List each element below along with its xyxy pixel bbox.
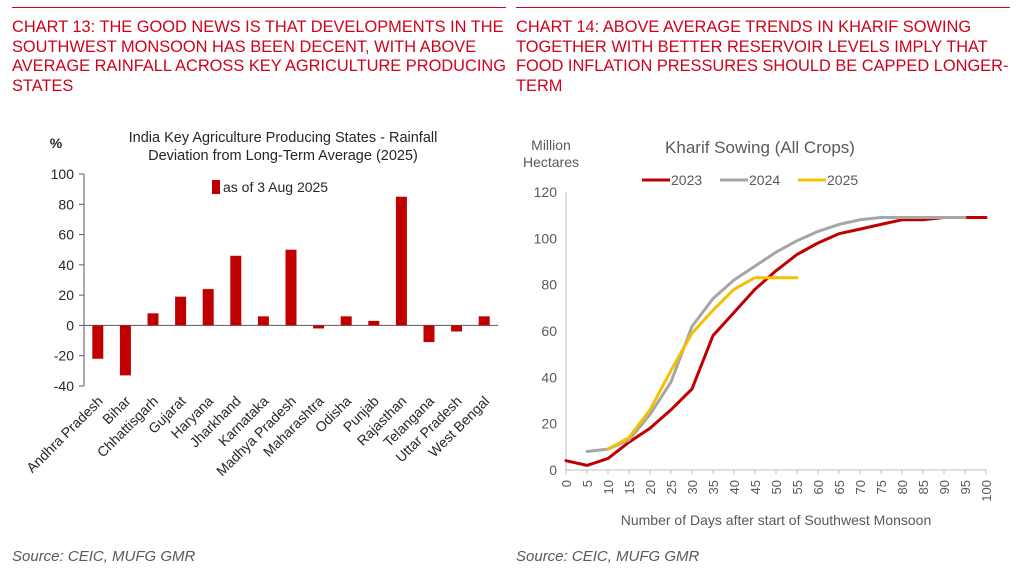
chart14-x-tick-label: 85	[916, 480, 931, 494]
chart14-series-line-2024	[585, 216, 967, 453]
chart14-source: Source: CEIC, MUFG GMR	[516, 548, 700, 565]
chart13-y-tick-label: -40	[54, 378, 74, 394]
chart13-bar	[175, 296, 187, 326]
chart13-x-labels: Andhra PradeshBiharChhattisgarhGujaratHa…	[23, 393, 492, 479]
chart13-bar	[230, 255, 242, 326]
chart14-y-unit-line-1: Million	[531, 137, 571, 153]
chart14-y-tick-label: 100	[534, 230, 558, 246]
chart14-legend-label-2025: 2025	[827, 172, 858, 188]
chart14-y-tick-label: 40	[541, 369, 557, 385]
chart14-heading: CHART 14: ABOVE AVERAGE TRENDS IN KHARIF…	[516, 18, 1009, 95]
chart14-x-tick-label: 35	[706, 480, 721, 494]
chart13-bar	[119, 325, 131, 376]
chart13-bar	[451, 325, 463, 332]
chart14-x-tick-label: 45	[748, 480, 763, 494]
chart14-legend: 2023 2024 2025	[642, 172, 858, 188]
chart13-legend-swatch	[212, 180, 220, 194]
chart13-bar-chart: India Key Agriculture Producing States -…	[23, 130, 498, 479]
chart14-title: Kharif Sowing (All Crops)	[665, 138, 855, 157]
chart14-x-tick-label: 30	[685, 480, 700, 494]
chart14-y-ticks: 0 20 40 60 80 100 120	[534, 184, 558, 478]
chart13-bar	[340, 316, 352, 326]
chart14-x-tick-label: 5	[580, 480, 595, 487]
chart13-y-unit: %	[50, 135, 63, 151]
chart14-y-tick-label: 60	[541, 323, 557, 339]
chart14-y-tick-label: 0	[549, 462, 557, 478]
chart14-x-tick-label: 55	[790, 480, 805, 494]
chart13-bar	[147, 313, 159, 326]
chart14-x-tick-label: 75	[874, 480, 889, 494]
chart13-bars	[92, 196, 490, 376]
chart14-x-tick-label: 95	[958, 480, 973, 494]
chart14-x-tick-label: 40	[727, 480, 742, 494]
chart13-bar	[92, 325, 104, 359]
chart13-bar	[202, 289, 214, 326]
chart13-y-tick-label: 40	[58, 257, 74, 273]
chart14-legend-label-2024: 2024	[749, 172, 780, 188]
chart14-y-tick-label: 80	[541, 277, 557, 293]
chart13-y-tick-label: 0	[66, 317, 74, 333]
chart13-title-line-2: Deviation from Long-Term Average (2025)	[148, 148, 418, 164]
chart13-y-tick-label: 100	[51, 166, 75, 182]
left-top-rule	[12, 7, 506, 8]
chart13-legend-label: as of 3 Aug 2025	[223, 179, 328, 195]
chart13-y-tick-label: 20	[58, 287, 74, 303]
chart14-x-tick-label: 50	[769, 480, 784, 494]
right-top-rule	[516, 7, 1010, 8]
chart13-y-ticks: -40 -20 0 20 40 60 80 100	[51, 166, 84, 394]
chart13-bar	[478, 316, 490, 326]
chart14-x-tick-label: 80	[895, 480, 910, 494]
chart13-bar	[313, 325, 325, 329]
chart13-heading: CHART 13: THE GOOD NEWS IS THAT DEVELOPM…	[12, 18, 506, 95]
chart13-bar	[368, 320, 380, 326]
chart14-y-tick-label: 20	[541, 416, 557, 432]
chart13-y-tick-label: 60	[58, 227, 74, 243]
chart14-x-tick-label: 70	[853, 480, 868, 494]
chart13-y-tick-label: -20	[54, 348, 74, 364]
chart14-x-tick-label: 65	[832, 480, 847, 494]
chart14-x-tick-label: 25	[664, 480, 679, 494]
chart14-x-tick-label: 20	[643, 480, 658, 494]
chart13-y-tick-label: 80	[58, 196, 74, 212]
chart14-x-tick-label: 0	[559, 480, 574, 487]
chart14-x-tick-label: 90	[937, 480, 952, 494]
chart14-x-axis-label: Number of Days after start of Southwest …	[621, 512, 931, 528]
chart14-series-line-2023	[564, 216, 988, 467]
chart13-title-line-1: India Key Agriculture Producing States -…	[129, 130, 438, 146]
chart14-x-ticks: 0 5 10 15 20 25 30 35 40 45 50 55 60 65 70 75 80 85 90 95 10…	[559, 470, 994, 502]
chart14-legend-label-2023: 2023	[671, 172, 702, 188]
chart13-bar	[285, 249, 297, 326]
chart14-series-lines	[564, 216, 988, 467]
chart13-source: Source: CEIC, MUFG GMR	[12, 548, 196, 565]
chart14-axes	[565, 192, 986, 471]
chart14-series-line-2025	[606, 276, 799, 451]
chart13-bar	[257, 316, 269, 326]
chart13-category-label: Andhra Pradesh	[23, 393, 106, 476]
chart14-x-tick-label: 10	[601, 480, 616, 494]
chart14-x-tick-label: 15	[622, 480, 637, 494]
chart14-y-tick-label: 120	[534, 184, 558, 200]
chart13-bar	[423, 325, 435, 343]
chart14-x-tick-label: 60	[811, 480, 826, 494]
chart14-line-chart: Million Hectares Kharif Sowing (All Crop…	[523, 137, 994, 528]
chart13-bar	[395, 196, 407, 326]
chart14-x-tick-label: 100	[979, 480, 994, 502]
chart14-y-unit-line-2: Hectares	[523, 154, 579, 170]
